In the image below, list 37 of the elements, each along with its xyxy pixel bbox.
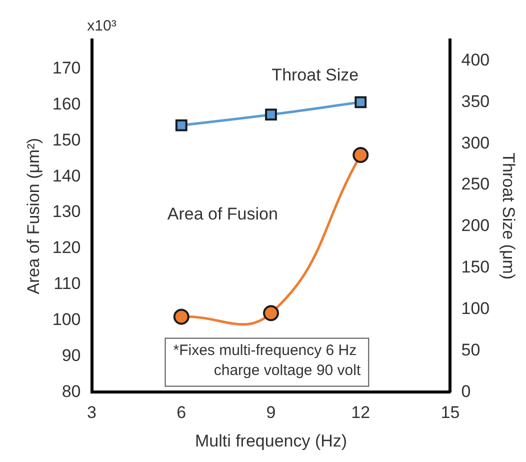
- x-axis-title: Multi frequency (Hz): [194, 431, 348, 450]
- y2-tick-label: 0: [461, 382, 471, 401]
- y2-tick-label: 200: [461, 216, 490, 236]
- y2-tick-label: 50: [461, 340, 480, 360]
- point: [173, 308, 190, 325]
- y2-tick-label: 150: [461, 258, 490, 277]
- y-tick-label: 110: [54, 274, 81, 294]
- point: [354, 96, 367, 108]
- y2-tick-label: 300: [461, 133, 490, 152]
- x-tick-label: 6: [176, 403, 186, 422]
- y-axis-title: Area of Fusion (μm²): [24, 138, 43, 294]
- x-tick-label: 15: [440, 403, 460, 422]
- text: x10³: [87, 18, 116, 35]
- x-tick-label: 12: [351, 403, 370, 422]
- point: [263, 305, 279, 322]
- y-tick-label: 90: [62, 346, 81, 365]
- y-tick-label: 150: [52, 130, 81, 150]
- y2-tick-label: 100: [461, 299, 490, 318]
- y-tick-label: 120: [52, 238, 81, 258]
- y2-axis-title: Throat Size (μm): [499, 152, 518, 280]
- point: [175, 119, 188, 132]
- text: Area of Fusion: [167, 204, 278, 224]
- y2-tick-label: 400: [461, 50, 490, 70]
- y-tick-label: 170: [52, 58, 81, 78]
- y-tick-label: 160: [52, 94, 81, 114]
- y-tick-label: 140: [52, 166, 81, 186]
- point: [265, 108, 277, 121]
- series-label: Throat Size: [272, 65, 359, 84]
- y-tick-label: 80: [62, 382, 81, 401]
- y2-tick-label: 250: [461, 174, 490, 194]
- x-tick-label: 3: [87, 403, 96, 422]
- x-tick-label: 9: [266, 403, 276, 422]
- y2-tick-label: 350: [461, 92, 490, 111]
- point: [352, 147, 369, 164]
- y-tick-label: 100: [52, 310, 81, 330]
- y-tick-label: 130: [52, 202, 81, 222]
- annotation: *Fixes multi-frequency 6 Hz charge voltage 90 volt: [173, 342, 362, 379]
